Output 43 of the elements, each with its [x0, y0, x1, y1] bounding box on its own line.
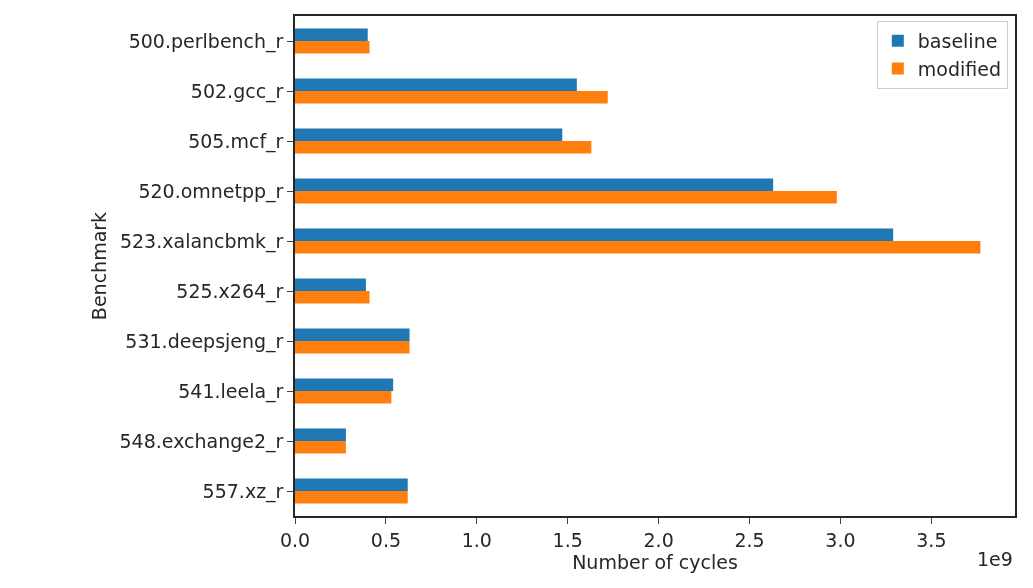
- y-tick-label: 541.leela_r: [178, 379, 284, 403]
- text: 1e9: [977, 548, 1013, 570]
- bar: [295, 441, 346, 454]
- bar: [295, 478, 408, 491]
- x-tick-label: 3.0: [825, 528, 856, 551]
- y-axis-title: Benchmark: [87, 211, 110, 321]
- x-tick-label: 1.5: [552, 528, 583, 551]
- y-tick-label: 548.exchange2_r: [119, 429, 284, 453]
- bar: [295, 291, 370, 304]
- y-tick-label: 520.omnetpp_r: [138, 179, 284, 203]
- x-tick-label: 0.5: [370, 528, 402, 551]
- bar: [295, 128, 563, 141]
- y-tick-label: 502.gcc_r: [190, 79, 284, 103]
- x-tick-label: 2.0: [643, 528, 674, 551]
- y-tick-label: 531.deepsjeng_r: [125, 329, 284, 353]
- bar: [295, 141, 592, 154]
- x-axis-title: Number of cycles: [572, 550, 738, 573]
- y-tick-label: 523.xalancbmk_r: [119, 229, 284, 253]
- bar: [295, 328, 410, 341]
- bar: [295, 41, 370, 54]
- y-tick-label: 500.perlbench_r: [128, 29, 284, 53]
- bar: [295, 491, 408, 504]
- bar: [295, 28, 368, 41]
- bar: [295, 391, 392, 404]
- legend-label: baseline: [917, 30, 998, 53]
- y-tick-label: 525.x264_r: [176, 279, 284, 303]
- bar: [295, 178, 774, 191]
- y-tick-label: 557.xz_r: [202, 479, 284, 503]
- bar: [295, 278, 366, 291]
- bar: [295, 191, 837, 204]
- bar: [295, 428, 346, 441]
- bar: [295, 228, 894, 241]
- bar: [295, 341, 410, 354]
- legend-label: modified: [917, 57, 1001, 80]
- y-tick-label: 505.mcf_r: [188, 129, 284, 153]
- bar: [295, 241, 981, 254]
- x-tick-label: 3.5: [916, 528, 947, 551]
- bar: [295, 91, 608, 104]
- x-tick-label: 1.0: [461, 528, 492, 551]
- x-tick-label: 2.5: [734, 528, 765, 551]
- bar: [295, 78, 577, 91]
- x-tick-label: 0.0: [279, 528, 311, 551]
- bar: [295, 378, 394, 391]
